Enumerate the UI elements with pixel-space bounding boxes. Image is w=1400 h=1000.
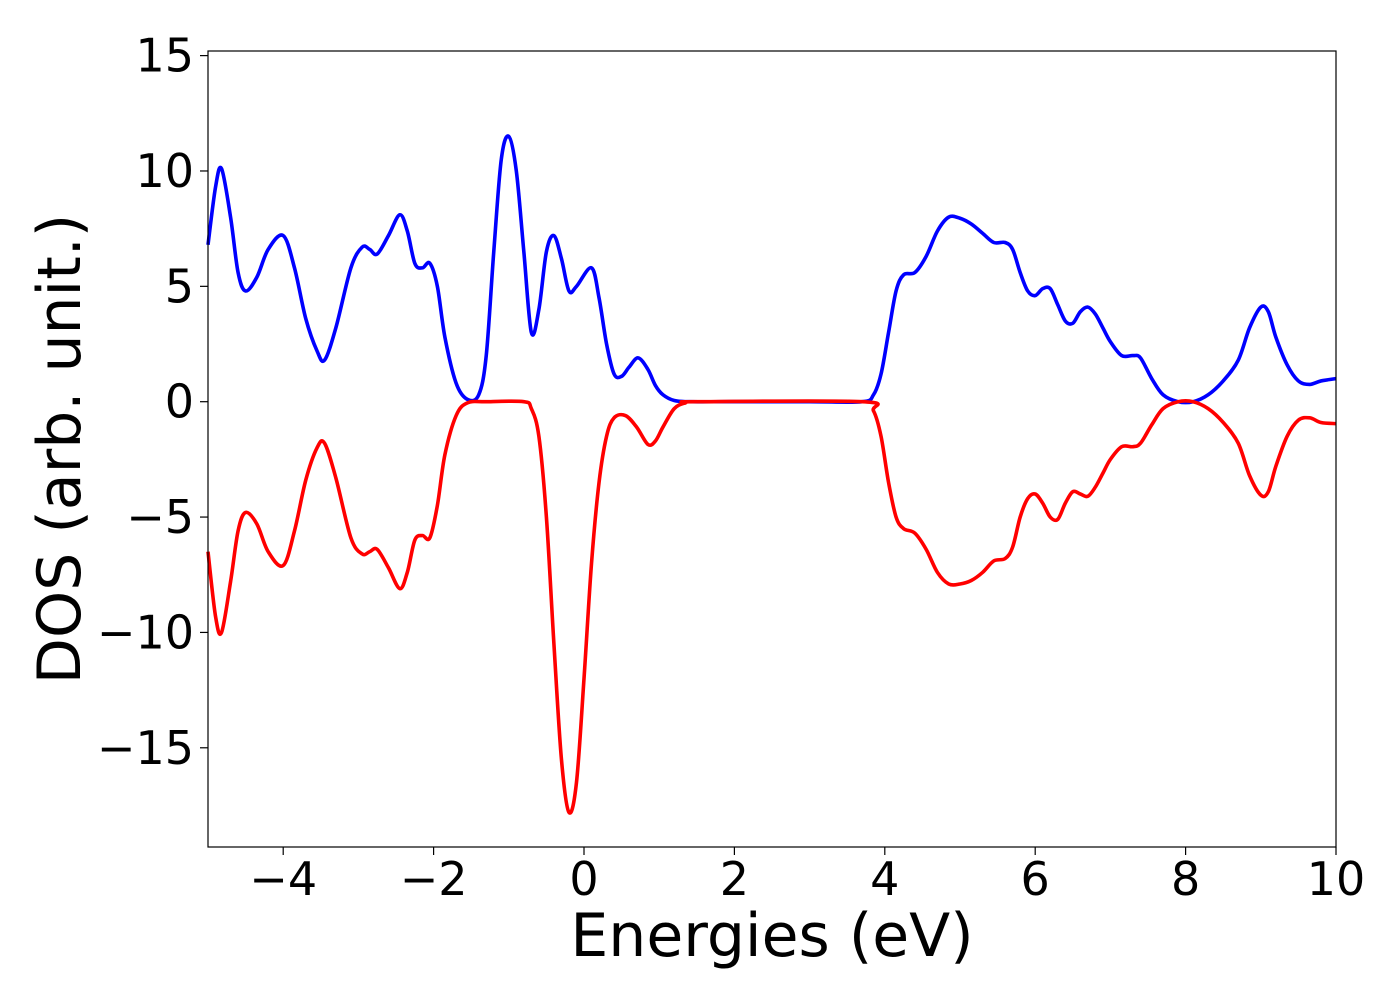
y-axis-ticks: −15 −10 −5 0 5 10 15	[97, 29, 208, 775]
y-tick-label: 15	[135, 29, 194, 83]
x-tick-label: 8	[1171, 852, 1200, 906]
x-tick-label: 2	[720, 852, 749, 906]
y-axis-label: DOS (arb. unit.)	[25, 214, 95, 684]
y-tick-label: 5	[165, 259, 194, 313]
x-tick-label: −4	[249, 852, 317, 906]
x-tick-label: 4	[870, 852, 899, 906]
plot-frame	[207, 50, 1337, 848]
x-tick-label: −2	[400, 852, 468, 906]
x-axis-label: Energies (eV)	[570, 901, 973, 971]
x-axis-ticks: −4 −2 0 2 4 6 8 10	[249, 847, 1365, 906]
plot-lines	[206, 134, 1337, 815]
x-tick-label: 10	[1307, 852, 1366, 906]
x-tick-label: 0	[569, 852, 598, 906]
y-tick-label: 0	[165, 375, 194, 429]
x-tick-label: 6	[1021, 852, 1050, 906]
y-tick-label: −15	[97, 721, 194, 775]
dos-series-line-1	[206, 134, 1337, 405]
y-tick-label: −5	[126, 490, 194, 544]
dos-series-line-2	[206, 399, 1337, 815]
y-tick-label: 10	[135, 144, 194, 198]
y-tick-label: −10	[97, 605, 194, 659]
